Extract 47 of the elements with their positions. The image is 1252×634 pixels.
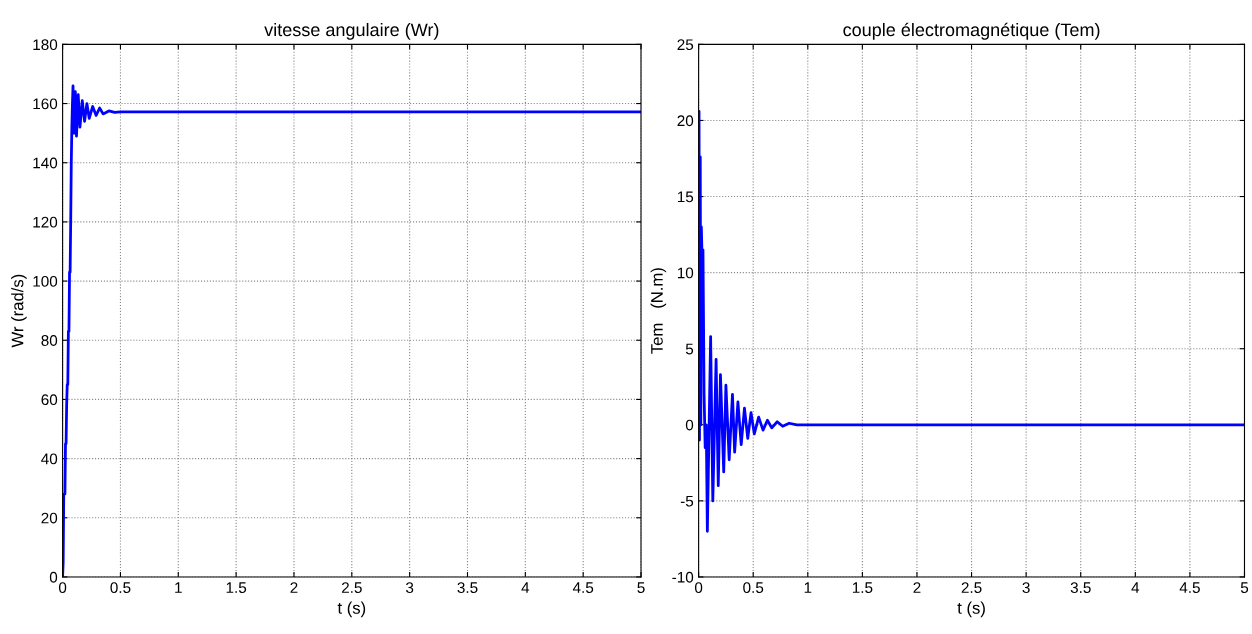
- y-tick-label: 140: [33, 157, 58, 169]
- y-tick-label: 40: [41, 453, 58, 465]
- y-tick-label: 160: [33, 98, 58, 110]
- x-tick-label: 4: [1131, 582, 1140, 593]
- x-tick-label: 0: [694, 582, 703, 594]
- chart-title: vitesse angulaire (Wr): [264, 22, 439, 40]
- x-tick-label: 1: [804, 582, 812, 593]
- x-axis-title: t (s): [957, 601, 985, 618]
- x-tick-label: 1: [175, 582, 182, 593]
- y-tick-label: 100: [33, 275, 58, 287]
- x-tick-label: 2: [290, 582, 298, 593]
- y-tick-label: 0: [49, 571, 58, 583]
- line-series: [698, 109, 1245, 533]
- chart-title: couple électromagnétique (Tem): [843, 22, 1100, 40]
- y-tick-label: -5: [680, 495, 694, 507]
- x-tick-label: 4.5: [572, 582, 594, 594]
- x-tick-label: 3.5: [457, 582, 478, 594]
- x-tick-label: 3: [405, 582, 414, 594]
- y-tick-label: -10: [672, 571, 694, 583]
- y-tick-label: 10: [677, 267, 694, 279]
- x-tick-label: 2.5: [961, 582, 982, 594]
- y-tick-label: 5: [685, 343, 694, 355]
- x-tick-label: 4: [521, 582, 530, 593]
- y-axis-title: Wr (rad/s): [11, 274, 27, 348]
- x-tick-label: 4.5: [1179, 582, 1200, 594]
- y-tick-label: 120: [33, 216, 58, 228]
- x-tick-label: 0.5: [110, 582, 131, 594]
- x-tick-label: 1.5: [226, 582, 247, 594]
- x-tick-label: 3.5: [1070, 582, 1091, 594]
- y-tick-label: 25: [677, 39, 694, 51]
- x-tick-label: 3: [1022, 582, 1030, 594]
- y-axis-title: Tem (N.m): [650, 268, 667, 354]
- y-tick-label: 80: [41, 335, 58, 346]
- y-tick-label: 15: [677, 191, 694, 203]
- x-tick-label: 5: [637, 582, 645, 594]
- x-tick-label: 0: [58, 582, 67, 594]
- x-tick-label: 0.5: [743, 582, 764, 594]
- y-tick-label: 0: [685, 419, 694, 431]
- y-tick-label: 180: [33, 39, 58, 51]
- x-tick-label: 5: [1240, 582, 1249, 594]
- x-tick-label: 2: [913, 582, 921, 593]
- x-tick-label: 2.5: [341, 582, 362, 594]
- y-tick-label: 60: [41, 394, 58, 406]
- y-tick-label: 20: [41, 512, 58, 524]
- y-tick-label: 20: [677, 115, 694, 127]
- x-tick-label: 1.5: [852, 582, 873, 594]
- x-axis-title: t (s): [337, 601, 366, 618]
